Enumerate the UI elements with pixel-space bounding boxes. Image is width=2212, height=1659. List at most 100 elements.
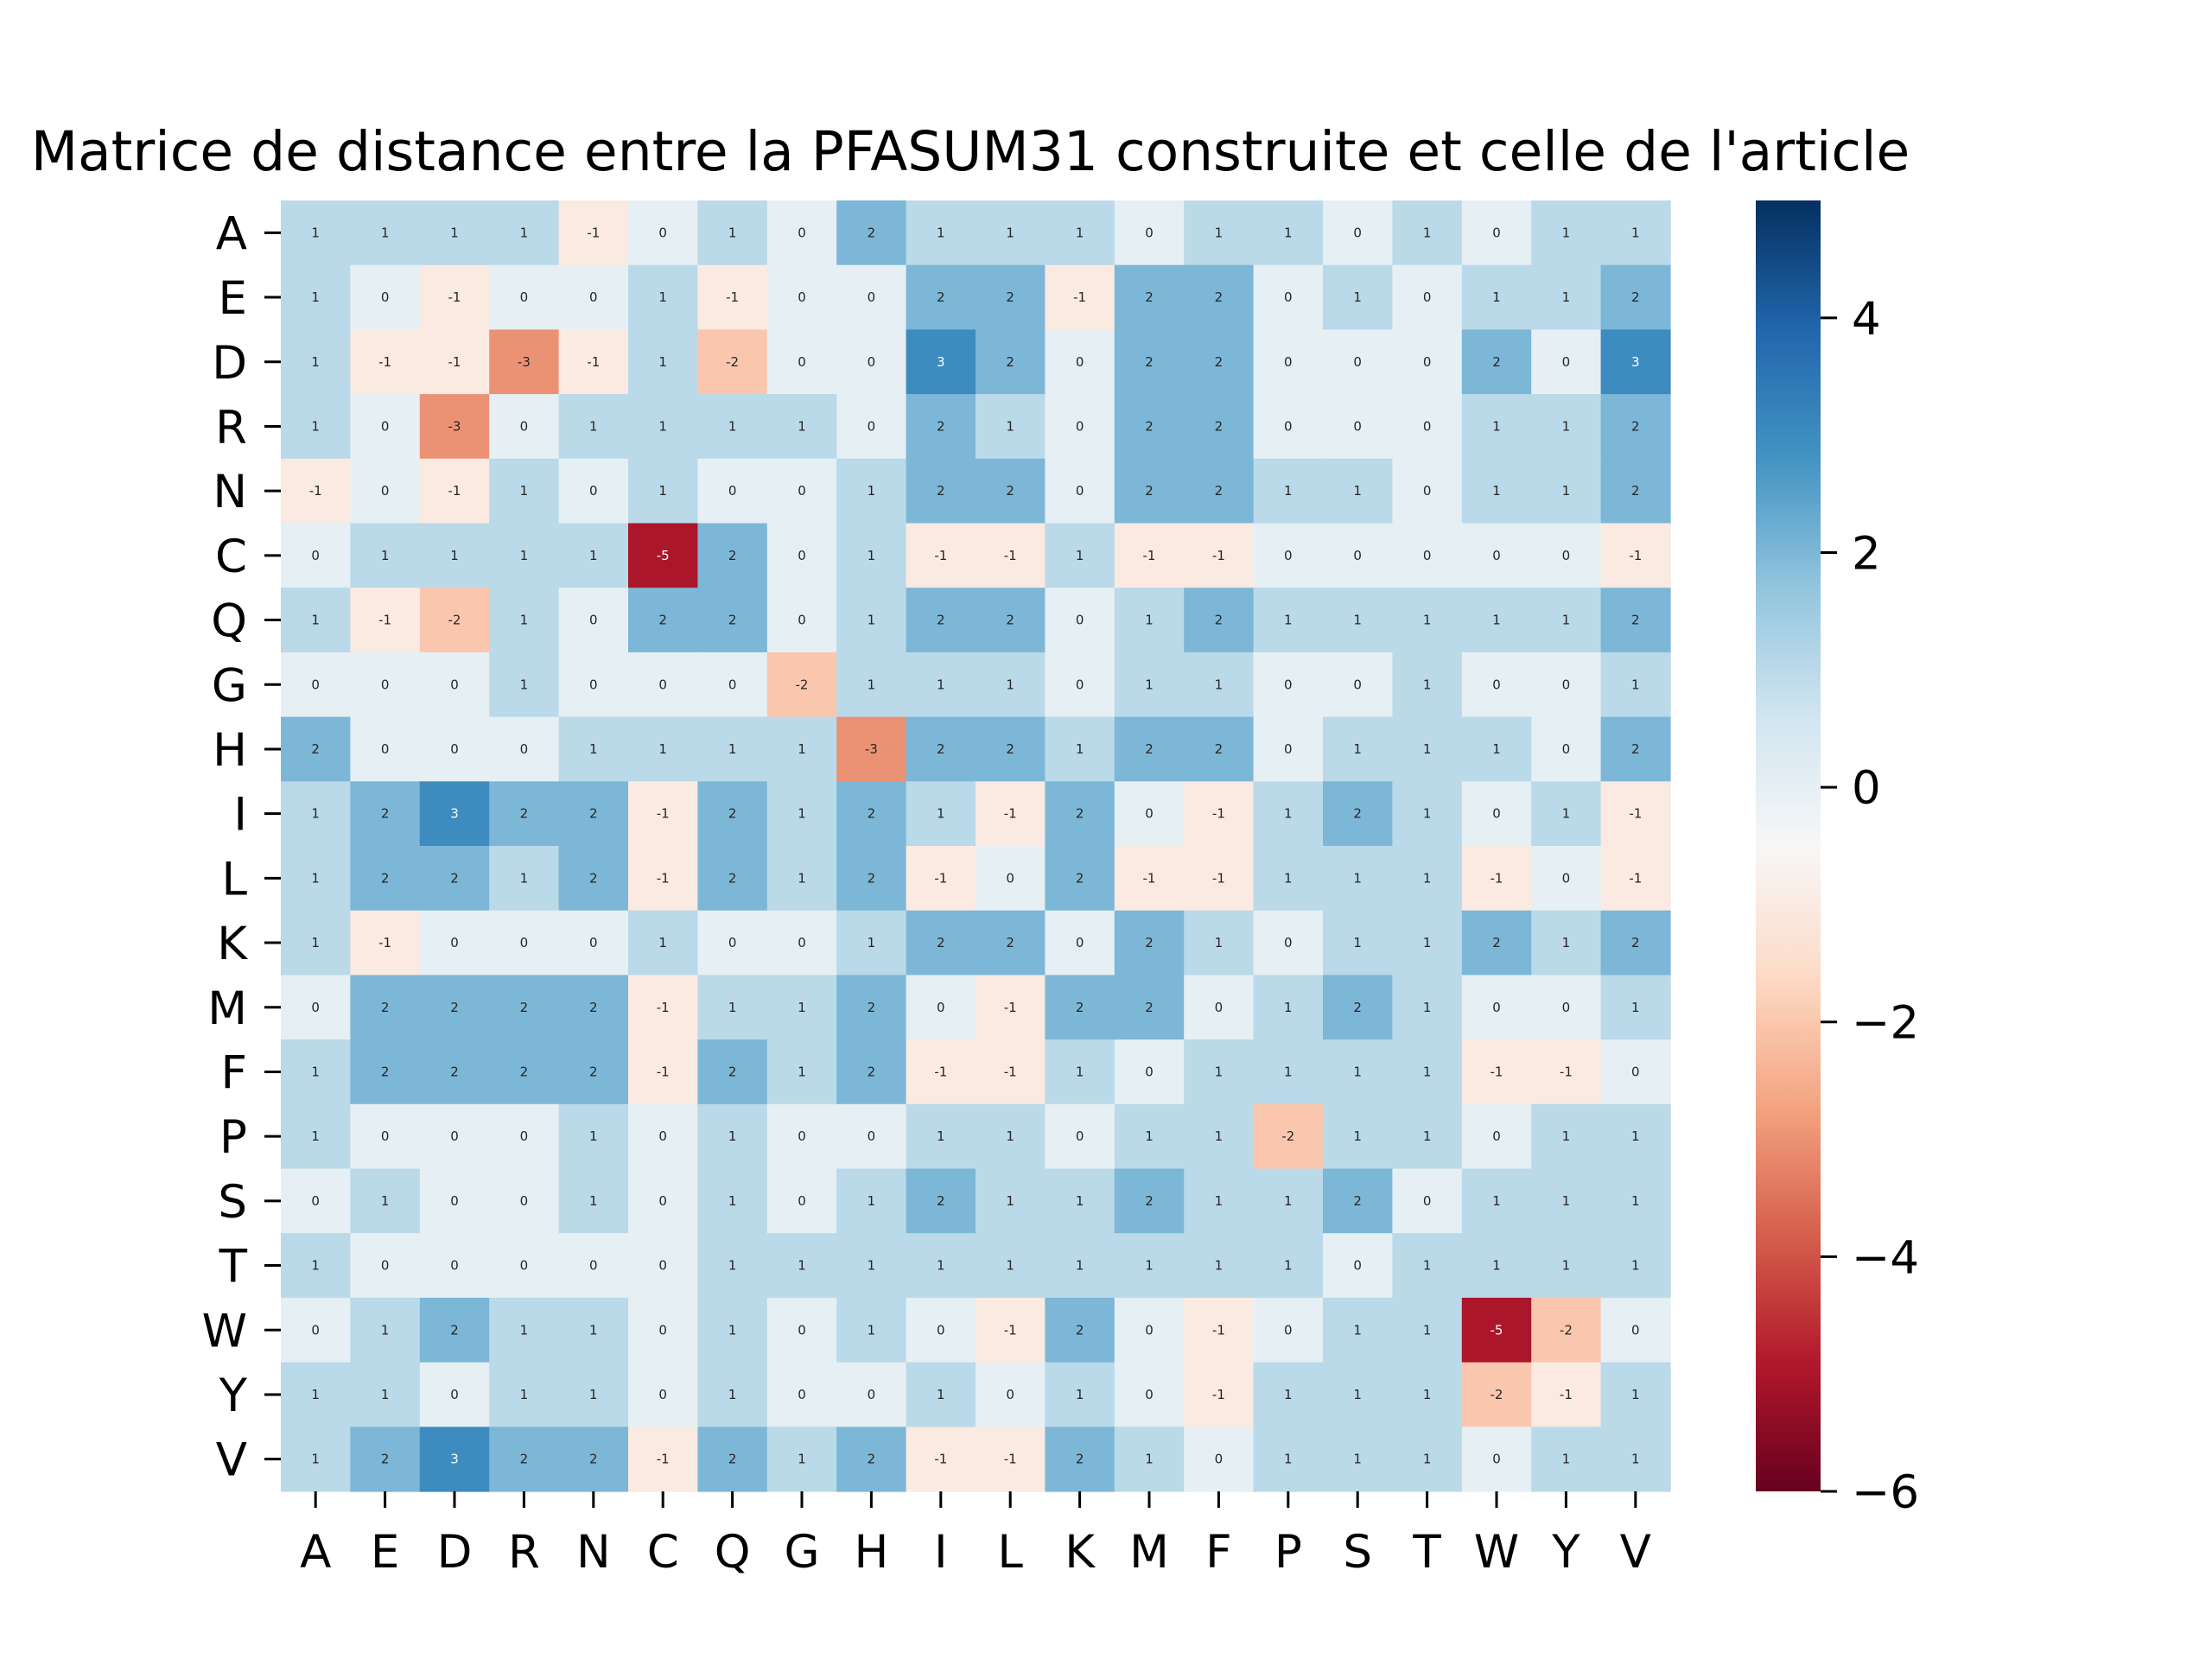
- heatmap-cell-C-S: [1323, 523, 1393, 588]
- cell-value-label: -1: [1004, 1452, 1017, 1467]
- heatmap-cell-L-K: [1045, 846, 1116, 912]
- heatmap-cell-P-M: [1114, 1103, 1185, 1170]
- cell-value-label: 1: [1076, 1258, 1084, 1274]
- cell-value-label: 2: [937, 741, 945, 757]
- cell-value-label: -1: [1073, 289, 1086, 305]
- cell-value-label: 0: [450, 1193, 459, 1209]
- x-tick-label: Q: [715, 1526, 751, 1579]
- cell-value-label: -1: [1212, 806, 1225, 822]
- cell-value-label: 2: [937, 1193, 945, 1209]
- cell-value-label: 0: [1562, 741, 1571, 757]
- cell-value-label: -1: [934, 548, 947, 563]
- heatmap-cell-E-Q: [697, 264, 768, 330]
- x-tick-label: R: [508, 1526, 540, 1579]
- cell-value-label: 2: [450, 1000, 459, 1015]
- cell-value-label: 0: [381, 741, 390, 757]
- heatmap-cell-K-C: [628, 910, 698, 976]
- heatmap-cell-Q-G: [766, 588, 837, 653]
- cell-value-label: 0: [450, 935, 459, 950]
- cell-value-label: 1: [1353, 1387, 1362, 1402]
- cell-value-label: 1: [658, 418, 667, 434]
- heatmap-cell-C-P: [1253, 523, 1324, 588]
- cell-value-label: 2: [1631, 289, 1640, 305]
- cell-value-label: 1: [450, 548, 459, 563]
- heatmap-cell-A-Y: [1531, 200, 1602, 266]
- heatmap-cell-T-N: [558, 1233, 629, 1299]
- cell-value-label: -1: [726, 289, 739, 305]
- heatmap-cell-Q-D: [419, 588, 490, 653]
- cell-value-label: 1: [381, 1387, 390, 1402]
- chart-title: Matrice de distance entre la PFASUM31 co…: [31, 120, 1910, 183]
- heatmap-cell-T-G: [766, 1233, 837, 1299]
- cell-value-label: 1: [1284, 1000, 1293, 1015]
- cell-value-label: 1: [1423, 1322, 1432, 1338]
- heatmap-cell-S-Q: [697, 1168, 768, 1234]
- cell-value-label: 0: [450, 1128, 459, 1144]
- cell-value-label: 2: [937, 483, 945, 499]
- cell-value-label: 2: [1631, 418, 1640, 434]
- cell-value-label: 3: [450, 1452, 459, 1467]
- cell-value-label: 2: [1631, 483, 1640, 499]
- cell-value-label: 1: [1145, 1258, 1154, 1274]
- heatmap-cell-G-Q: [697, 652, 768, 718]
- heatmap-cell-D-N: [558, 329, 629, 395]
- heatmap-cell-W-H: [836, 1297, 907, 1363]
- cell-value-label: 2: [728, 1064, 737, 1079]
- cell-value-label: 0: [1145, 1322, 1154, 1338]
- heatmap-cell-F-K: [1045, 1039, 1116, 1105]
- cell-value-label: 1: [1215, 1128, 1224, 1144]
- heatmap-cell-L-L: [976, 846, 1046, 912]
- heatmap-cell-V-R: [489, 1427, 560, 1492]
- heatmap-cell-M-G: [766, 975, 837, 1040]
- heatmap-cell-A-P: [1253, 200, 1324, 266]
- heatmap-cell-R-Q: [697, 394, 768, 460]
- heatmap-cell-N-S: [1323, 458, 1393, 524]
- heatmap-cell-E-T: [1392, 264, 1463, 330]
- heatmap-cell-Y-H: [836, 1362, 907, 1427]
- heatmap-cell-A-F: [1184, 200, 1255, 266]
- heatmap-cell-S-L: [976, 1168, 1046, 1234]
- cell-value-label: 1: [1492, 1258, 1501, 1274]
- cell-value-label: 1: [868, 1193, 876, 1209]
- heatmap-cell-I-V: [1600, 781, 1671, 847]
- cell-value-label: 2: [937, 289, 945, 305]
- heatmap-cell-M-N: [558, 975, 629, 1040]
- y-tick-label: T: [219, 1241, 248, 1294]
- heatmap-cell-A-S: [1323, 200, 1393, 266]
- heatmap-cell-F-L: [976, 1039, 1046, 1105]
- cell-value-label: 2: [1145, 935, 1154, 950]
- cell-value-label: 0: [1076, 613, 1084, 628]
- heatmap-cell-T-I: [906, 1233, 976, 1299]
- heatmap-cell-M-I: [906, 975, 976, 1040]
- cell-value-label: 0: [1492, 806, 1501, 822]
- heatmap-cell-W-V: [1600, 1297, 1671, 1363]
- cell-value-label: 0: [868, 1387, 876, 1402]
- heatmap-cell-I-S: [1323, 781, 1393, 847]
- cell-value-label: 1: [520, 483, 529, 499]
- cell-value-label: 1: [868, 613, 876, 628]
- heatmap-cell-M-M: [1114, 975, 1185, 1040]
- heatmap-cell-F-I: [906, 1039, 976, 1105]
- cell-value-label: 0: [1492, 1000, 1501, 1015]
- cell-value-label: 1: [1353, 870, 1362, 886]
- heatmap-cell-V-P: [1253, 1427, 1324, 1492]
- cell-value-label: 0: [1562, 1000, 1571, 1015]
- heatmap-cell-M-S: [1323, 975, 1393, 1040]
- heatmap-cell-L-Y: [1531, 846, 1602, 912]
- cell-value-label: 0: [1215, 1000, 1224, 1015]
- y-tick-label: W: [202, 1305, 247, 1357]
- heatmap-cell-R-C: [628, 394, 698, 460]
- heatmap-cell-E-P: [1253, 264, 1324, 330]
- heatmap-cell-N-N: [558, 458, 629, 524]
- cell-value-label: 1: [381, 1193, 390, 1209]
- heatmap-cell-V-I: [906, 1427, 976, 1492]
- y-tick-label: F: [221, 1046, 248, 1099]
- heatmap-cell-C-A: [281, 523, 351, 588]
- cell-value-label: 1: [1631, 225, 1640, 240]
- cell-value-label: 0: [868, 289, 876, 305]
- x-tick-label: C: [647, 1526, 679, 1579]
- heatmap-cell-L-A: [281, 846, 351, 912]
- heatmap-cell-K-A: [281, 910, 351, 976]
- cell-value-label: 1: [1631, 1387, 1640, 1402]
